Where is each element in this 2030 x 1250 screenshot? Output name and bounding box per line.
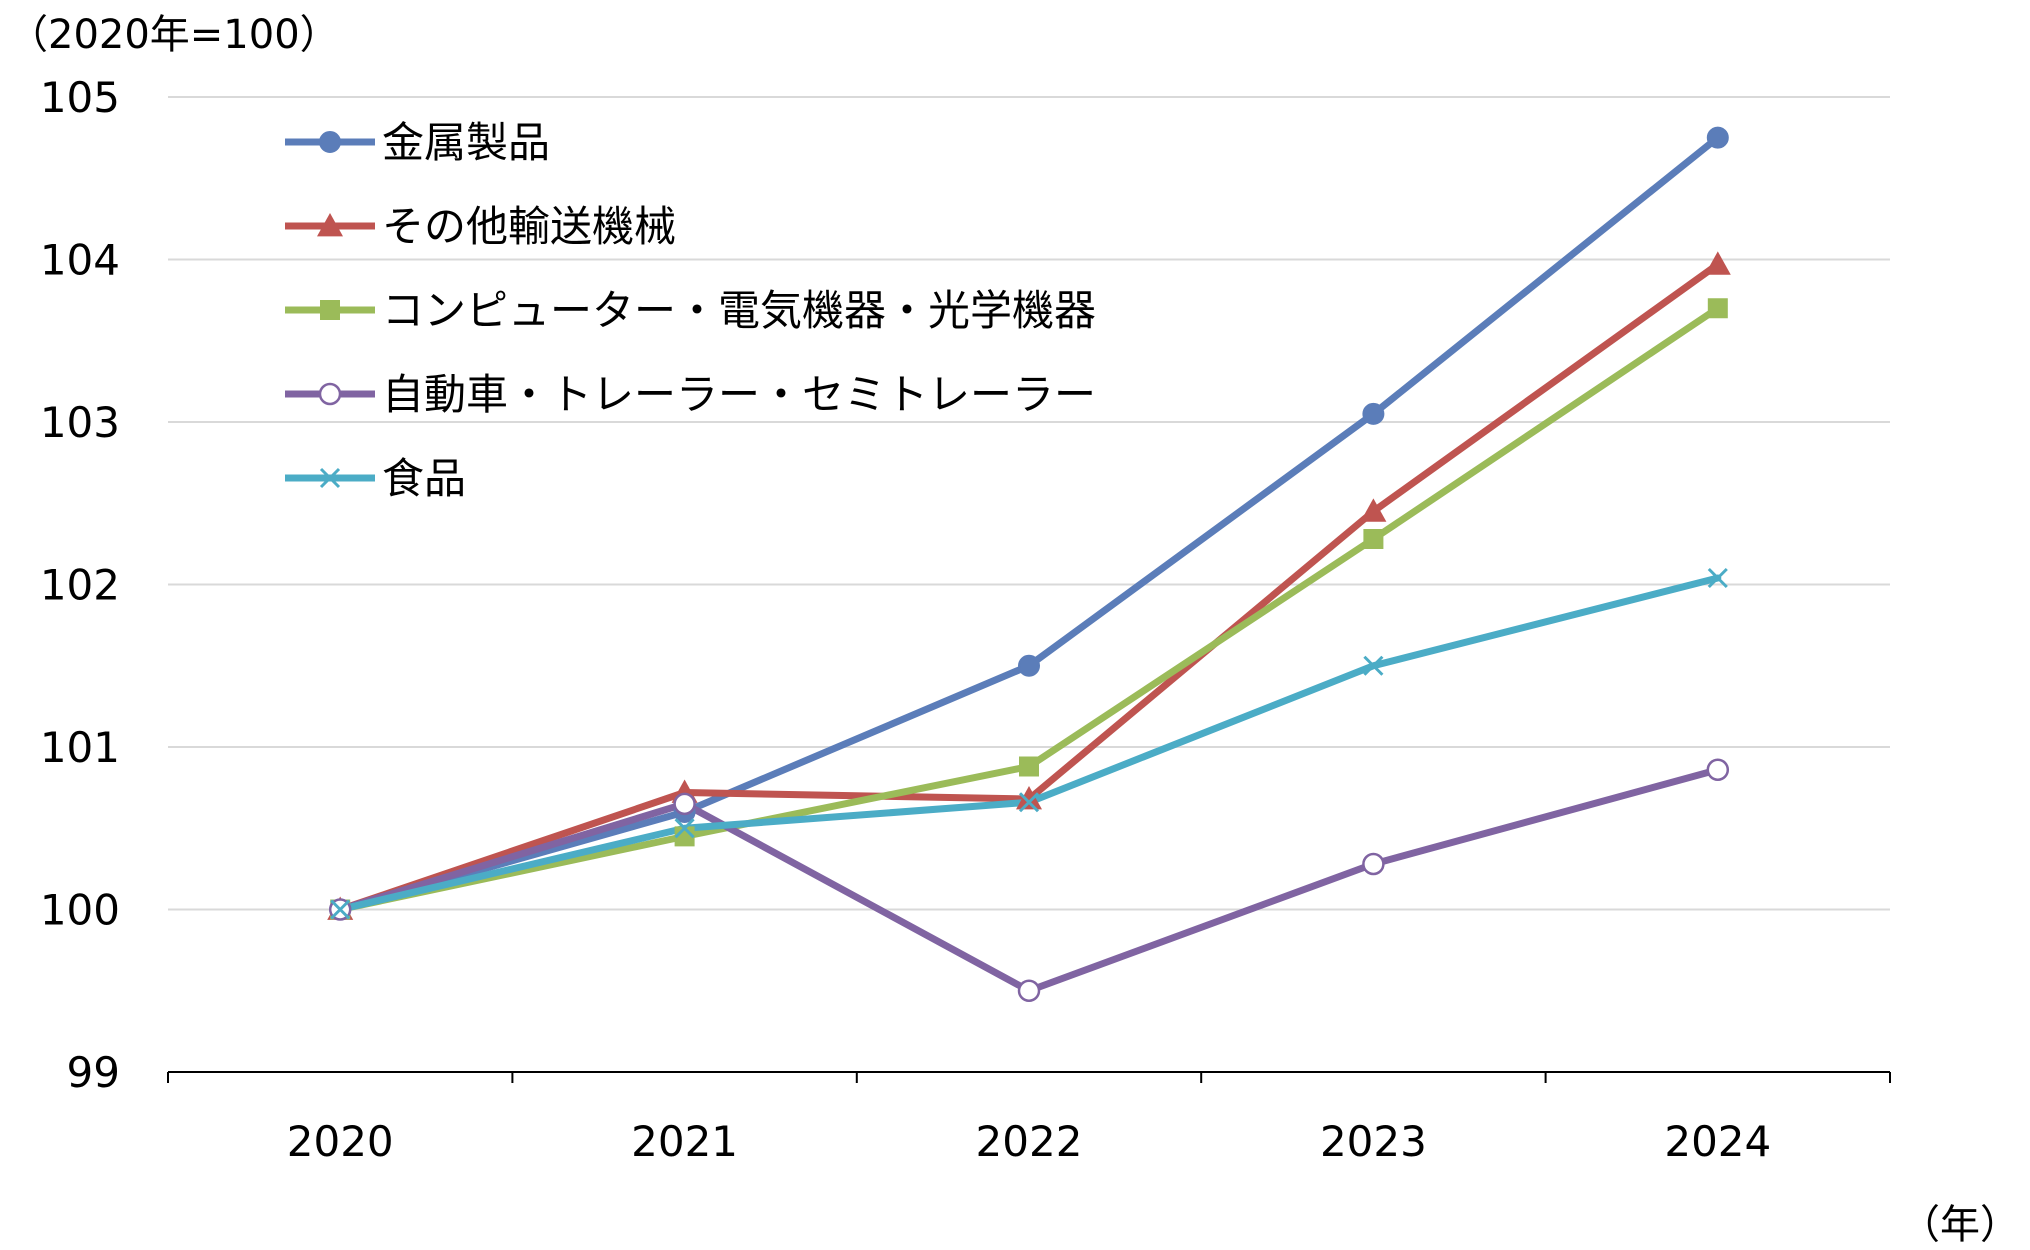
series-2-point — [1704, 251, 1731, 275]
y-tick-label: 105 — [40, 73, 120, 122]
x-tick-label: 2023 — [1320, 1117, 1427, 1166]
x-tick-label: 2024 — [1664, 1117, 1771, 1166]
y-tick-label: 102 — [40, 561, 120, 610]
series-5-point — [330, 899, 351, 920]
series-4-point — [673, 792, 696, 816]
series-2-point — [1016, 786, 1042, 810]
series-5-line — [336, 574, 1722, 913]
legend-label: 食品 — [382, 454, 466, 503]
legend-marker — [320, 300, 340, 320]
series-1-point — [1706, 126, 1729, 149]
y-axis-unit-label: （2020年=100） — [8, 12, 340, 58]
legend-label: その他輸送機械 — [382, 202, 676, 251]
y-tick-label: 103 — [40, 398, 120, 447]
legend-label: コンピューター・電気機器・光学機器 — [382, 286, 1096, 335]
legend-item: コンピューター・電気機器・光学機器 — [285, 286, 1096, 335]
legend-item: 金属製品 — [285, 118, 550, 167]
series-4-point — [1362, 852, 1385, 876]
legend-label: 金属製品 — [382, 118, 550, 167]
series-5-point — [1363, 655, 1384, 676]
series-1-point — [1018, 654, 1040, 677]
series-3-point — [1019, 756, 1039, 777]
legend-marker — [319, 131, 341, 153]
series-markers — [327, 126, 1731, 1002]
legend-item: その他輸送機械 — [285, 202, 676, 251]
gridlines — [168, 96, 1890, 911]
y-tick-label: 101 — [40, 723, 120, 772]
x-tick-label: 2020 — [287, 1117, 394, 1166]
y-tick-label: 100 — [40, 886, 120, 935]
series-5-point — [674, 818, 695, 839]
x-axis: 2020 2021 2022 2023 2024 — [167, 1071, 1891, 1166]
series-5-point — [1707, 567, 1728, 589]
series-2-line — [336, 260, 1722, 913]
legend-label: 自動車・トレーラー・セミトレーラー — [382, 370, 1096, 419]
legend-marker — [319, 467, 341, 489]
series-1-point — [1362, 402, 1385, 425]
legend-item: 自動車・トレーラー・セミトレーラー — [285, 370, 1096, 419]
legend-item: 食品 — [285, 454, 466, 503]
series-lines — [336, 134, 1722, 995]
series-3-point — [1707, 298, 1728, 319]
series-3-point — [1363, 529, 1384, 549]
y-axis-tick-labels: 99 100 101 102 103 104 105 — [40, 73, 120, 1097]
legend-marker — [317, 213, 343, 237]
legend: 金属製品その他輸送機械コンピューター・電気機器・光学機器自動車・トレーラー・セミ… — [285, 118, 1096, 503]
series-5-point — [1018, 792, 1040, 813]
y-tick-label: 104 — [40, 236, 120, 285]
x-axis-unit-label: （年） — [1900, 1202, 2020, 1248]
y-tick-label: 99 — [67, 1048, 120, 1097]
legend-marker — [318, 382, 342, 406]
series-2-point — [1360, 498, 1387, 522]
x-tick-label: 2021 — [631, 1117, 738, 1166]
series-4-point — [1706, 758, 1730, 781]
x-tick-label: 2022 — [976, 1117, 1083, 1166]
series-4-point — [1017, 979, 1041, 1002]
